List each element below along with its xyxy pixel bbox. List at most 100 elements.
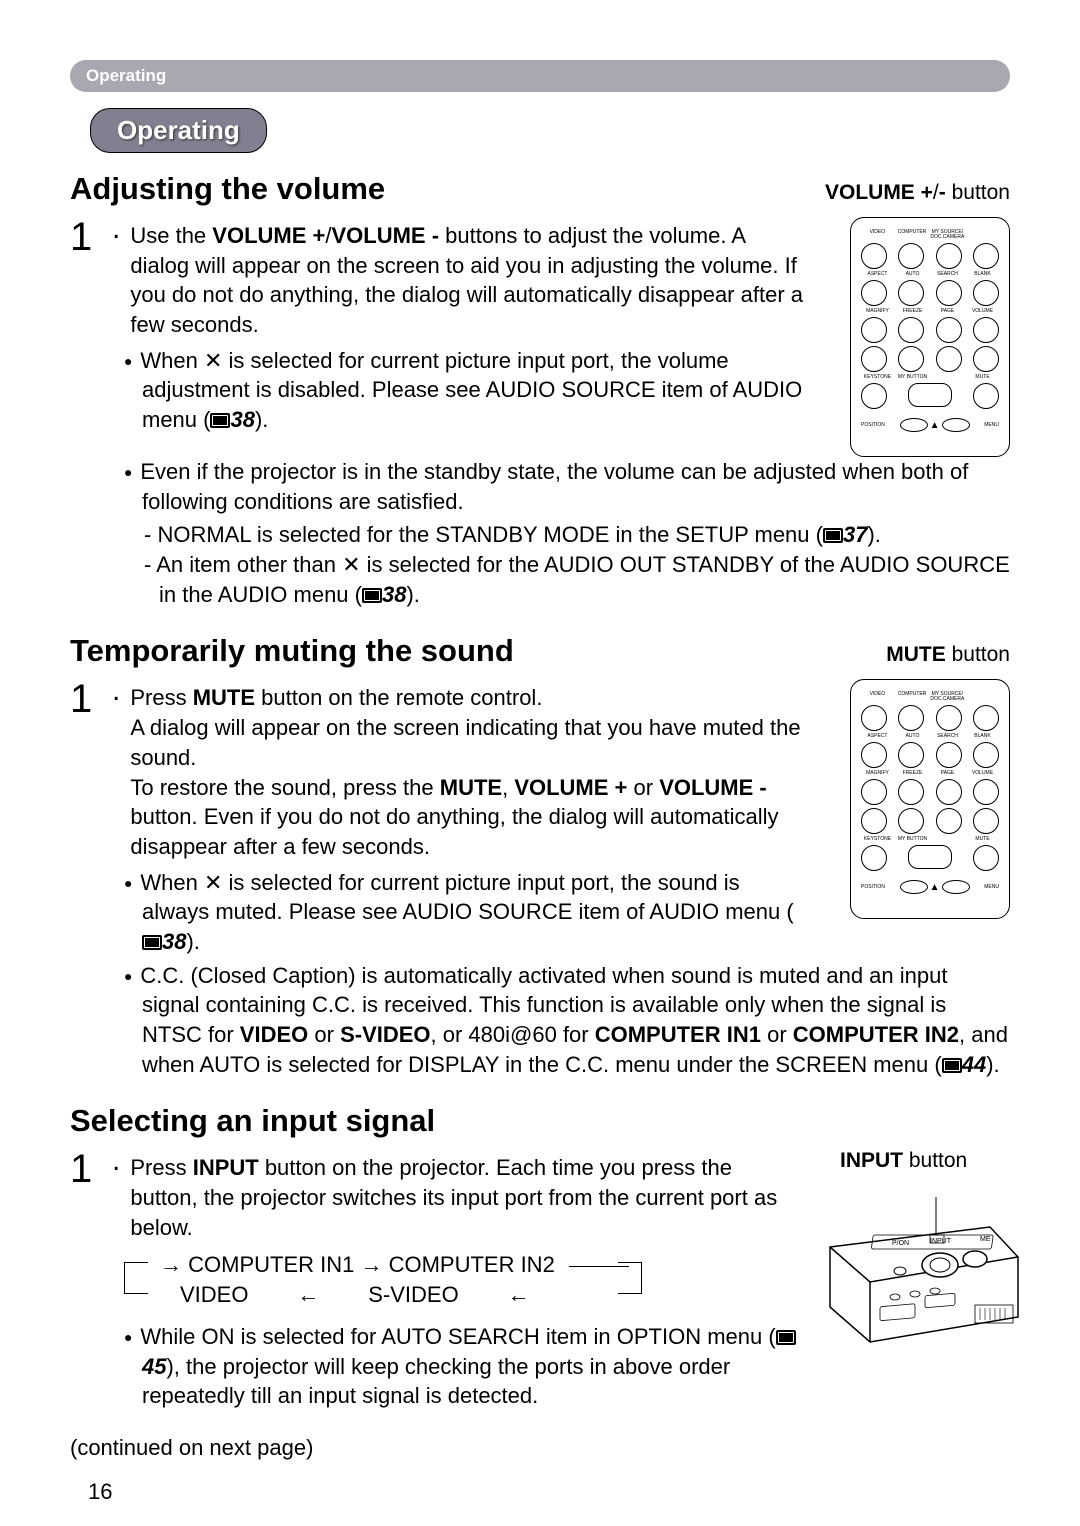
remote-btn	[973, 317, 999, 343]
rlabel: PAGE	[931, 309, 964, 314]
b: MUTE	[440, 775, 502, 800]
mute-x-icon: ✕	[204, 870, 222, 895]
section3-content: 1 . Press INPUT button on the projector.…	[70, 1149, 1010, 1415]
t: ).	[406, 582, 419, 607]
cycle-line1: → COMPUTER IN1 → COMPUTER IN2	[160, 1252, 555, 1277]
step-number: 1	[70, 1149, 110, 1189]
remote-btn	[861, 317, 887, 343]
ref: 38	[230, 407, 254, 432]
continued-note: (continued on next page)	[70, 1435, 1010, 1461]
rlabel: COMPUTER	[896, 692, 929, 702]
b: VIDEO	[240, 1022, 308, 1047]
rlabel: VIDEO	[861, 692, 894, 702]
section1-dashes: - NORMAL is selected for the STANDBY MOD…	[70, 520, 1010, 609]
t: button on the remote control.	[255, 685, 542, 710]
ref: 38	[382, 582, 406, 607]
rlabel: VIDEO	[861, 230, 894, 240]
mute-button-label: MUTE button	[886, 643, 1010, 667]
section3-title: Selecting an input signal	[70, 1103, 1010, 1139]
bullet: C.C. (Closed Caption) is automatically a…	[124, 961, 1010, 1080]
bullet: Even if the projector is in the standby …	[124, 457, 1010, 516]
rlabel: MY SOURCE/ DOC.CAMERA	[930, 692, 964, 702]
remote-btn	[898, 346, 924, 372]
remote-btn	[898, 280, 924, 306]
rlabel: SEARCH	[931, 272, 964, 277]
section1-step1: 1 . Use the VOLUME +/VOLUME - buttons to…	[70, 217, 804, 340]
b: MUTE	[193, 685, 255, 710]
t: A dialog will appear on the screen indic…	[130, 715, 800, 770]
t: Press	[130, 1155, 192, 1180]
t: button	[946, 643, 1010, 666]
t: To restore the sound, press the	[130, 775, 439, 800]
book-icon	[942, 1058, 962, 1073]
remote-illustration-2: VIDEOCOMPUTERMY SOURCE/ DOC.CAMERA ASPEC…	[820, 679, 1010, 960]
remote-btn	[936, 243, 962, 269]
rlabel: MY BUTTON	[896, 837, 929, 842]
b: VOLUME -	[331, 223, 439, 248]
remote-btn	[908, 845, 952, 869]
t: ).	[986, 1052, 999, 1077]
t: ,	[502, 775, 514, 800]
step-text: Use the VOLUME +/VOLUME - buttons to adj…	[130, 217, 804, 340]
t: ).	[867, 522, 880, 547]
input-button-label: INPUT button	[820, 1149, 1010, 1173]
t: button. Even if you do not do anything, …	[130, 804, 778, 859]
rlabel: ASPECT	[861, 272, 894, 277]
remote-btn	[861, 243, 887, 269]
step-dot: .	[112, 679, 120, 703]
projector-column: INPUT button P/ON INPUT ME	[820, 1149, 1010, 1415]
operating-pill: Operating	[90, 108, 267, 153]
rlabel: AUTO	[896, 734, 929, 739]
step-dot: .	[112, 217, 120, 241]
t: ), the projector will keep checking the …	[142, 1354, 730, 1409]
book-icon	[362, 588, 382, 603]
dpad	[900, 418, 928, 432]
rlabel: SEARCH	[931, 734, 964, 739]
remote-btn	[936, 742, 962, 768]
rlabel	[966, 692, 999, 702]
rlabel: POSITION	[861, 884, 885, 890]
b: INPUT	[840, 1149, 903, 1172]
ref: 45	[142, 1354, 166, 1379]
t: button	[903, 1149, 967, 1172]
b: VOLUME +	[514, 775, 627, 800]
remote-btn	[973, 742, 999, 768]
t: or	[761, 1022, 793, 1047]
section2-content: 1 . Press MUTE button on the remote cont…	[70, 679, 1010, 960]
rlabel: FREEZE	[896, 771, 929, 776]
remote-btn	[898, 808, 924, 834]
section2-step1: 1 . Press MUTE button on the remote cont…	[70, 679, 804, 861]
book-icon	[210, 413, 230, 428]
section2-bullets: When ✕ is selected for current picture i…	[70, 868, 804, 957]
remote-btn	[973, 845, 999, 871]
remote-btn	[898, 742, 924, 768]
proj-label: ME	[980, 1236, 991, 1243]
remote-btn	[973, 808, 999, 834]
remote-illustration-1: VIDEOCOMPUTERMY SOURCE/ DOC.CAMERA ASPEC…	[820, 217, 1010, 457]
t: When	[140, 870, 204, 895]
remote-btn	[973, 779, 999, 805]
section2-heading-row: Temporarily muting the sound MUTE button	[70, 633, 1010, 669]
rlabel: VOLUME	[966, 771, 999, 776]
t: Press	[130, 685, 192, 710]
section1-bullets-wide: Even if the projector is in the standby …	[70, 457, 1010, 516]
remote-btn	[973, 346, 999, 372]
remote-btn	[861, 779, 887, 805]
t: ).	[186, 929, 199, 954]
rlabel: MENU	[984, 422, 999, 428]
header-bar: Operating	[70, 60, 1010, 92]
remote-btn	[898, 317, 924, 343]
rlabel: POSITION	[861, 422, 885, 428]
rlabel: MUTE	[966, 837, 999, 842]
t: ).	[255, 407, 268, 432]
remote-btn	[973, 280, 999, 306]
section1-content: 1 . Use the VOLUME +/VOLUME - buttons to…	[70, 217, 1010, 457]
remote-btn	[936, 317, 962, 343]
remote-btn	[908, 383, 952, 407]
section3-bullets: While ON is selected for AUTO SEARCH ite…	[70, 1322, 804, 1411]
section3-step1: 1 . Press INPUT button on the projector.…	[70, 1149, 804, 1242]
page-number: 16	[70, 1479, 1010, 1505]
mute-x-icon: ✕	[204, 348, 222, 373]
bullet: When ✕ is selected for current picture i…	[124, 346, 804, 435]
t: - NORMAL is selected for the STANDBY MOD…	[144, 522, 823, 547]
